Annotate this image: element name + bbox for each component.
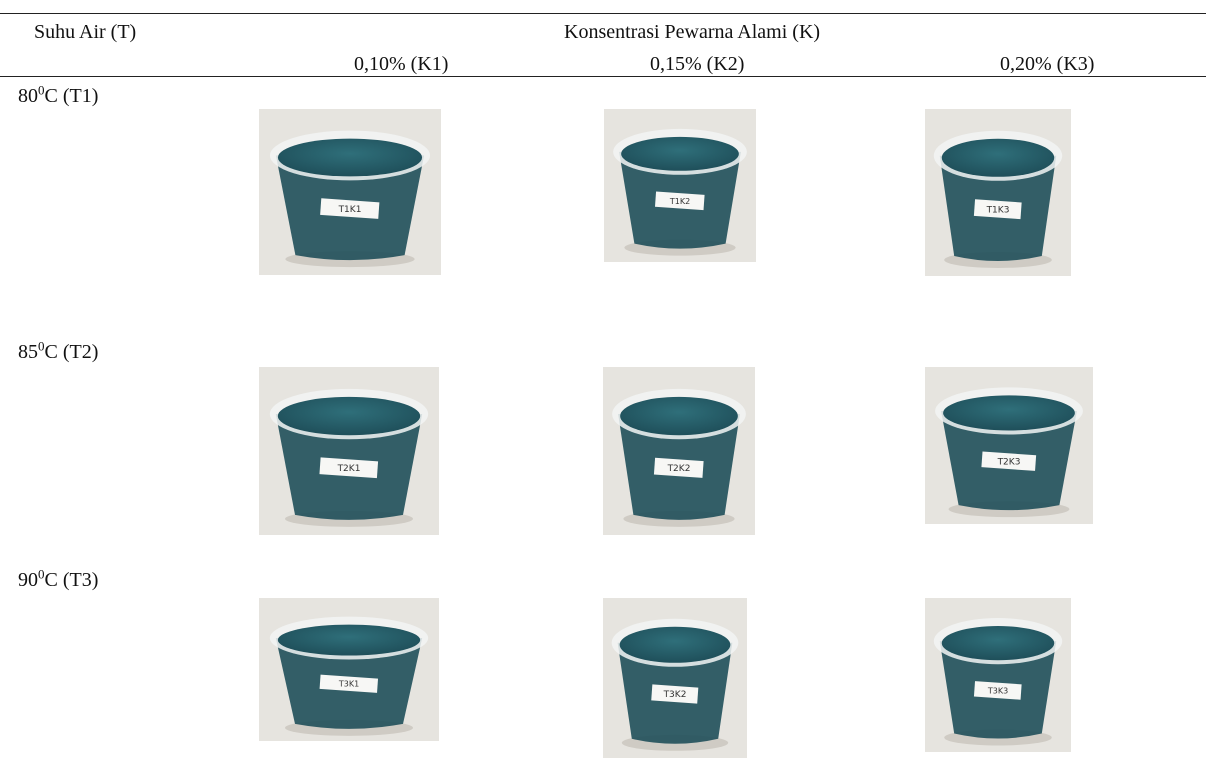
cup-illustration: T1K2 (604, 109, 756, 262)
table-header-rule (0, 76, 1206, 77)
cup-label: T2K2 (667, 464, 691, 474)
cup-label: T1K3 (986, 206, 1010, 216)
cup-label: T2K3 (997, 457, 1021, 467)
cup-label: T3K1 (338, 680, 359, 689)
sample-photo-t2k3: T2K3 (925, 367, 1093, 524)
sample-photo-t3k2: T3K2 (603, 598, 747, 758)
group-header: Konsentrasi Pewarna Alami (K) (564, 21, 821, 43)
cup-illustration: T2K3 (925, 367, 1093, 524)
sample-photo-t3k1: T3K1 (259, 598, 439, 741)
cup-illustration: T1K1 (259, 109, 441, 275)
row-label-t1: 800C (T1) (18, 82, 99, 107)
column-header-k2: 0,15% (K2) (650, 53, 745, 75)
row-label-t2: 850C (T2) (18, 338, 99, 363)
cup-label: T1K1 (338, 205, 362, 215)
cup-label: T1K2 (669, 197, 690, 206)
sample-photo-t1k2: T1K2 (604, 109, 756, 262)
sample-photo-t3k3: T3K3 (925, 598, 1071, 752)
cup-illustration: T2K1 (259, 367, 439, 535)
sample-photo-t1k3: T1K3 (925, 109, 1071, 276)
cup-label: T3K3 (987, 686, 1008, 695)
cup-illustration: T3K3 (925, 598, 1071, 752)
cup-illustration: T1K3 (925, 109, 1071, 276)
row-label-t3: 900C (T3) (18, 566, 99, 591)
column-header-k1: 0,10% (K1) (354, 53, 449, 75)
cup-label: T2K1 (337, 464, 361, 474)
sample-photo-t2k1: T2K1 (259, 367, 439, 535)
column-header-k3: 0,20% (K3) (1000, 53, 1095, 75)
table-top-rule (0, 13, 1206, 14)
cup-illustration: T3K1 (259, 598, 439, 741)
cup-illustration: T2K2 (603, 367, 755, 535)
sample-photo-t1k1: T1K1 (259, 109, 441, 275)
sample-photo-t2k2: T2K2 (603, 367, 755, 535)
cup-illustration: T3K2 (603, 598, 747, 758)
cup-label: T3K2 (663, 690, 687, 700)
row-header: Suhu Air (T) (34, 21, 137, 43)
